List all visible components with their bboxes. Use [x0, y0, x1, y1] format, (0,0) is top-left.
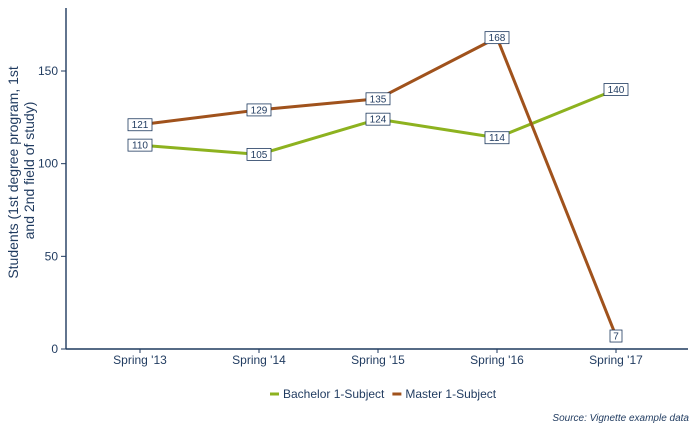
- series-line-2: [138, 36, 618, 338]
- legend-item-2: Master 1-Subject: [392, 387, 497, 401]
- y-axis-title-line-1: Students (1st degree program, 1st: [5, 66, 21, 279]
- data-label: 140: [603, 83, 629, 96]
- data-label-text: 105: [251, 150, 268, 161]
- y-axis: 0 50 100 150: [38, 8, 67, 356]
- data-label-text: 114: [489, 133, 505, 144]
- y-tick-label: 100: [38, 157, 58, 171]
- data-label: 105: [246, 147, 272, 161]
- x-tick-label: Spring '15: [351, 353, 405, 367]
- data-label-box: [127, 138, 153, 152]
- legend-label: Master 1-Subject: [405, 387, 496, 401]
- x-tick-label: Spring '17: [589, 353, 643, 367]
- data-label-box: [609, 329, 623, 343]
- data-label-text: 135: [370, 94, 387, 105]
- data-label-text: 7: [613, 332, 619, 343]
- x-axis: Spring '13 Spring '14 Spring '15 Spring '16…: [66, 348, 688, 367]
- data-label-box: [484, 31, 510, 45]
- legend-label: Bachelor 1-Subject: [283, 387, 385, 401]
- data-label-box: [365, 92, 391, 106]
- data-label-box: [246, 147, 272, 161]
- data-label-text: 124: [370, 115, 387, 126]
- data-labels-layer: 110 105 124 114 140 121 129 135 168 7: [127, 31, 629, 343]
- legend-item-1: Bachelor 1-Subject: [270, 387, 385, 401]
- data-label: 121: [127, 118, 153, 132]
- data-label-box: [365, 112, 391, 126]
- data-label-text: 129: [251, 105, 268, 116]
- data-label-box: [246, 103, 272, 117]
- data-label-text: 121: [132, 120, 149, 131]
- y-tick-label: 0: [51, 342, 58, 356]
- y-axis-title: Students (1st degree program, 1st and 2n…: [5, 62, 37, 278]
- x-tick-label: Spring '13: [113, 353, 167, 367]
- legend: Bachelor 1-Subject Master 1-Subject: [270, 387, 497, 401]
- data-label-text: 168: [489, 33, 506, 44]
- x-tick-label: Spring '16: [470, 353, 524, 367]
- y-tick-label: 50: [45, 249, 59, 263]
- data-label-box: [484, 131, 510, 145]
- source-note: Source: Vignette example data: [552, 413, 689, 424]
- data-label: 114: [484, 131, 510, 145]
- series-layer: [138, 36, 618, 338]
- y-tick-label: 150: [38, 64, 58, 78]
- x-tick-label: Spring '14: [232, 353, 286, 367]
- data-label: 7: [609, 329, 623, 343]
- y-axis-title-line-2: and 2nd field of study): [21, 102, 37, 240]
- data-label: 110: [127, 138, 153, 152]
- data-label: 129: [246, 103, 272, 117]
- data-label: 135: [365, 92, 391, 106]
- data-label-text: 110: [132, 141, 148, 152]
- data-label-box: [127, 118, 153, 132]
- data-label-box: [603, 83, 629, 96]
- data-label: 168: [484, 31, 510, 45]
- data-label-text: 140: [608, 85, 625, 96]
- data-label: 124: [365, 112, 391, 126]
